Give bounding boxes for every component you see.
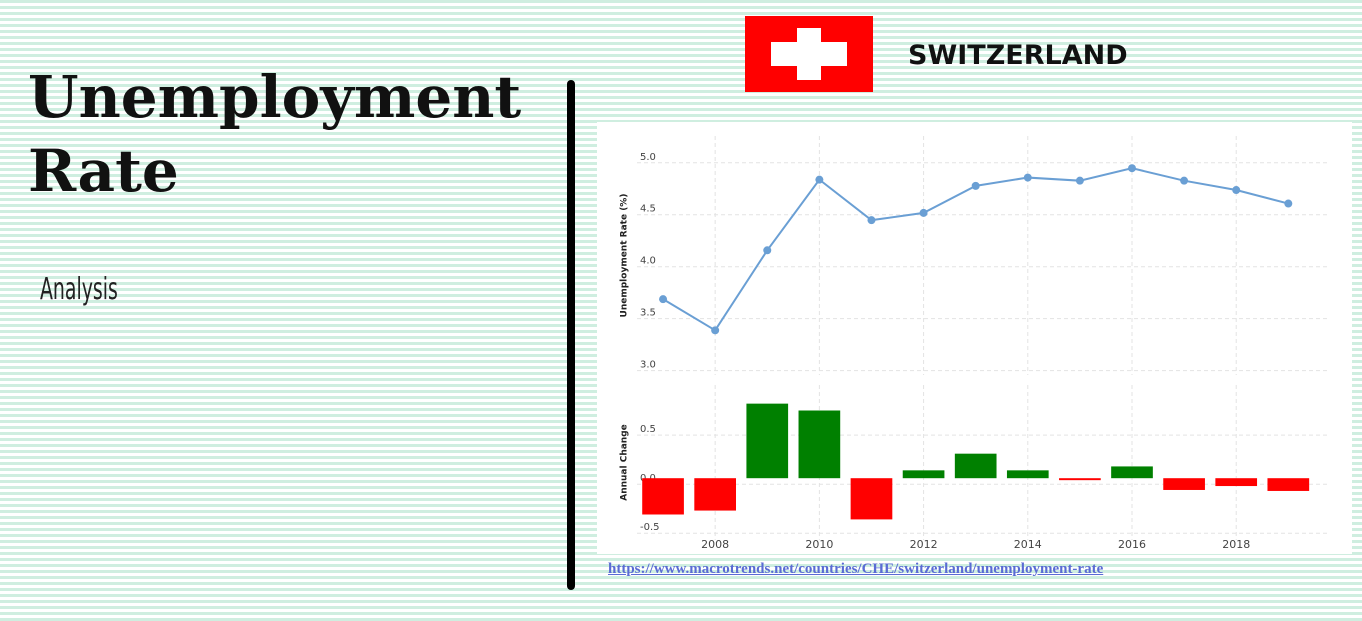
data-point [867, 216, 876, 225]
divider [567, 80, 575, 590]
bar [798, 410, 841, 479]
x-tick-label: 2018 [1222, 538, 1250, 551]
y-axis-label: Annual Change [620, 424, 630, 501]
data-point [1232, 186, 1241, 195]
bar [954, 453, 997, 479]
x-tick-label: 2016 [1118, 538, 1146, 551]
bar [746, 403, 789, 479]
bar [1111, 466, 1153, 479]
country-name: SWITZERLAND [908, 40, 1128, 71]
source-link[interactable]: https://www.macrotrends.net/countries/CH… [608, 561, 1104, 577]
data-point [971, 181, 980, 190]
y-tick-label: 4.5 [640, 204, 656, 215]
data-point [1023, 173, 1032, 182]
data-point [1128, 164, 1136, 173]
slide-title: Unemployment Rate [28, 63, 522, 205]
y-axis-label: Unemployment Rate (%) [620, 194, 630, 318]
bar [850, 478, 893, 520]
bar [902, 470, 945, 479]
y-tick-label: -0.5 [640, 522, 660, 533]
data-point [763, 246, 772, 255]
y-tick-label: 0.5 [640, 424, 656, 435]
bar [1215, 478, 1258, 487]
data-point [815, 175, 824, 184]
bar [1163, 478, 1205, 490]
y-tick-label: 3.5 [640, 308, 656, 319]
x-tick-label: 2008 [701, 538, 729, 551]
x-tick-label: 2014 [1014, 538, 1042, 551]
data-point [711, 326, 720, 335]
data-point [919, 208, 928, 217]
slide-subtitle: Analysis [40, 272, 118, 307]
data-point [659, 295, 668, 304]
data-point [1284, 199, 1293, 208]
x-tick-label: 2010 [805, 538, 833, 551]
x-tick-label: 2012 [910, 538, 938, 551]
bar [1006, 470, 1049, 479]
y-tick-label: 3.0 [640, 360, 656, 371]
y-tick-label: 5.0 [640, 152, 656, 163]
bar [694, 478, 736, 511]
y-tick-label: 4.0 [640, 256, 656, 267]
bar [1059, 478, 1101, 481]
data-point [1075, 176, 1084, 185]
bar [1267, 478, 1310, 491]
data-point [1180, 176, 1189, 185]
flag [745, 16, 873, 92]
bar [642, 478, 684, 515]
